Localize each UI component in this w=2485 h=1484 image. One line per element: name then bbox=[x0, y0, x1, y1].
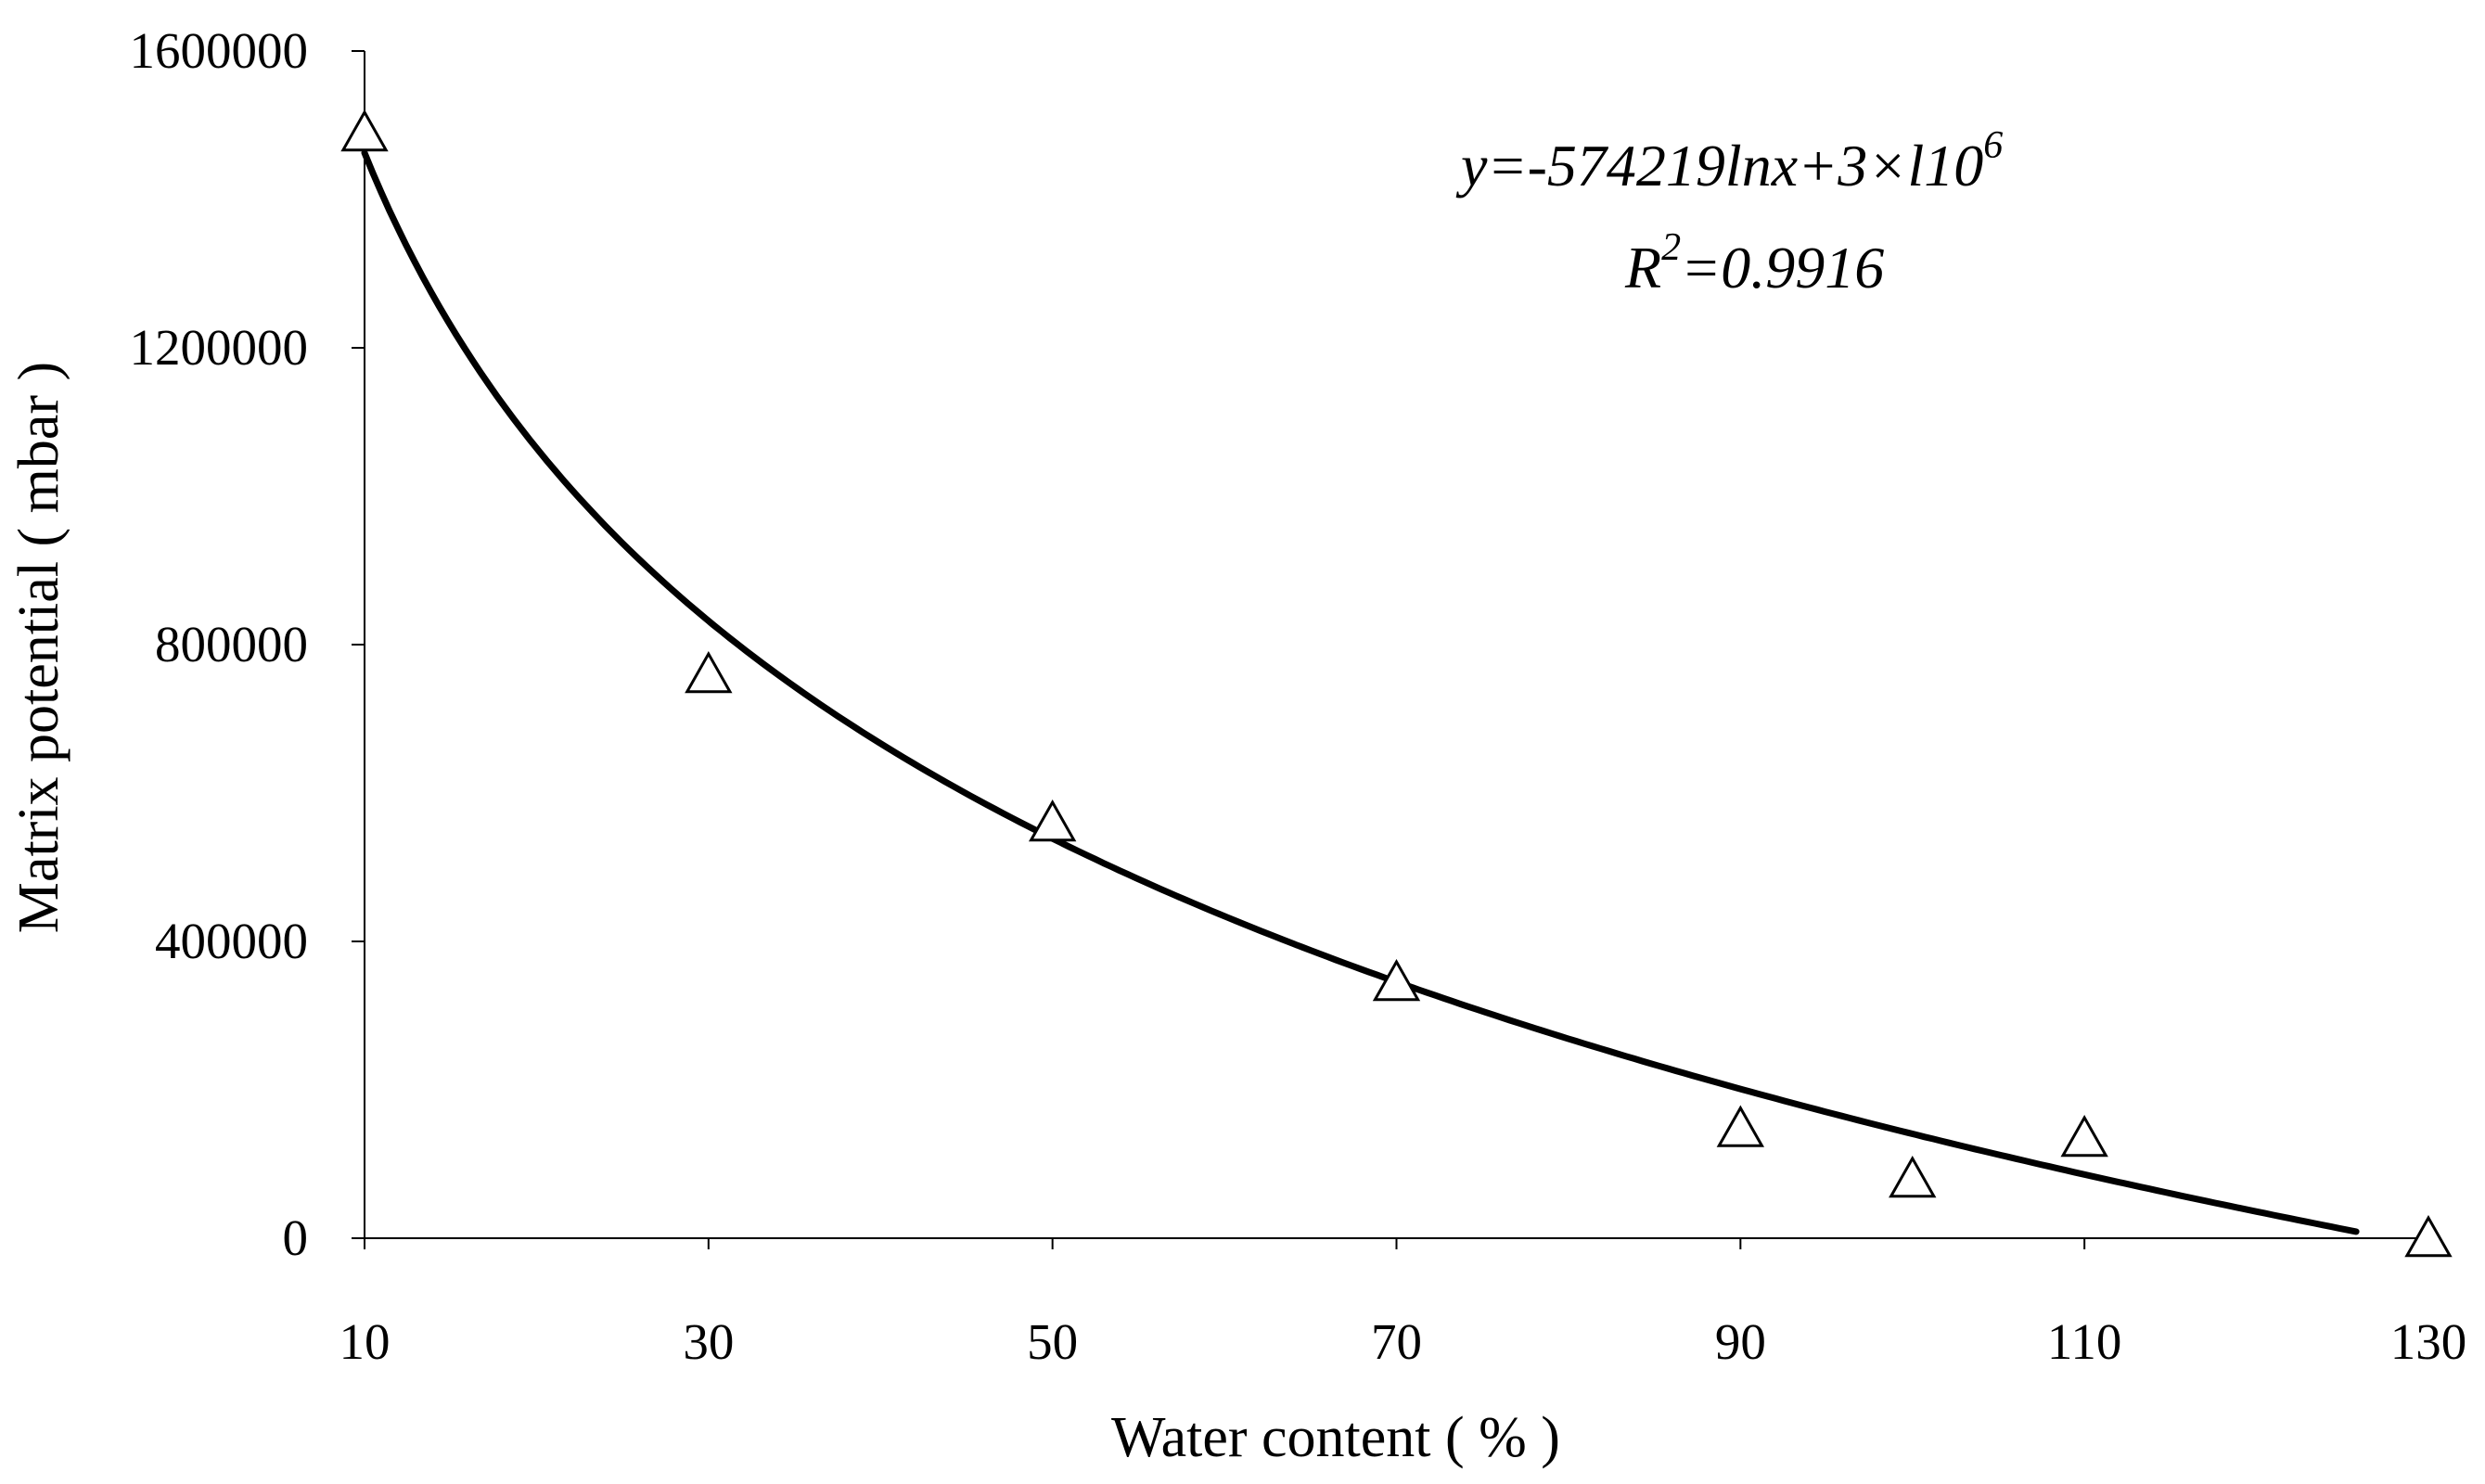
r-squared-exponent: 2 bbox=[1661, 226, 1681, 269]
trendline-group bbox=[361, 149, 2360, 1235]
x-tick-label: 30 bbox=[683, 1313, 734, 1370]
axes bbox=[364, 51, 2428, 1239]
y-axis-title: Matrix potential ( mbar ) bbox=[7, 362, 70, 933]
data-point-marker bbox=[2404, 1214, 2453, 1258]
y-axis-ticks: 0 400000 800000 1200000 1600000 bbox=[130, 22, 365, 1266]
trendline-equation: y=-574219lnx+3×l106 bbox=[1455, 124, 2003, 198]
x-tick-label: 50 bbox=[1027, 1313, 1078, 1370]
y-tick-label: 0 bbox=[283, 1209, 309, 1266]
x-tick-label: 130 bbox=[2390, 1313, 2467, 1370]
data-point-marker bbox=[1372, 958, 1421, 1002]
equation-y: y bbox=[1455, 133, 1488, 198]
x-tick-label: 90 bbox=[1715, 1313, 1766, 1370]
equation-exponent: 6 bbox=[1983, 124, 2003, 167]
data-point-marker bbox=[1716, 1105, 1765, 1147]
y-tick-label: 1600000 bbox=[130, 22, 309, 79]
data-point-marker bbox=[1889, 1155, 1937, 1198]
y-tick-label: 1200000 bbox=[130, 319, 309, 376]
y-tick-label: 800000 bbox=[155, 616, 308, 672]
data-point-marker bbox=[340, 109, 389, 152]
x-tick-label: 70 bbox=[1371, 1313, 1422, 1370]
r-squared-r: R bbox=[1624, 235, 1661, 301]
equation-body: =-574219lnx+3×l10 bbox=[1487, 133, 1983, 198]
data-point-marker bbox=[685, 650, 733, 694]
trendline bbox=[361, 149, 2360, 1235]
r-squared: R2=0.9916 bbox=[1624, 226, 1884, 301]
r-squared-value: =0.9916 bbox=[1681, 235, 1884, 301]
data-point-marker bbox=[1028, 799, 1077, 842]
data-points bbox=[340, 109, 2453, 1258]
x-tick-label: 110 bbox=[2047, 1313, 2121, 1370]
x-axis-title: Water content ( % ) bbox=[1111, 1406, 1560, 1469]
data-point-marker bbox=[2060, 1114, 2108, 1158]
y-tick-label: 400000 bbox=[155, 913, 308, 969]
x-tick-label: 10 bbox=[339, 1313, 391, 1370]
x-axis-ticks: 10 30 50 70 90 110 130 bbox=[339, 1238, 2467, 1370]
